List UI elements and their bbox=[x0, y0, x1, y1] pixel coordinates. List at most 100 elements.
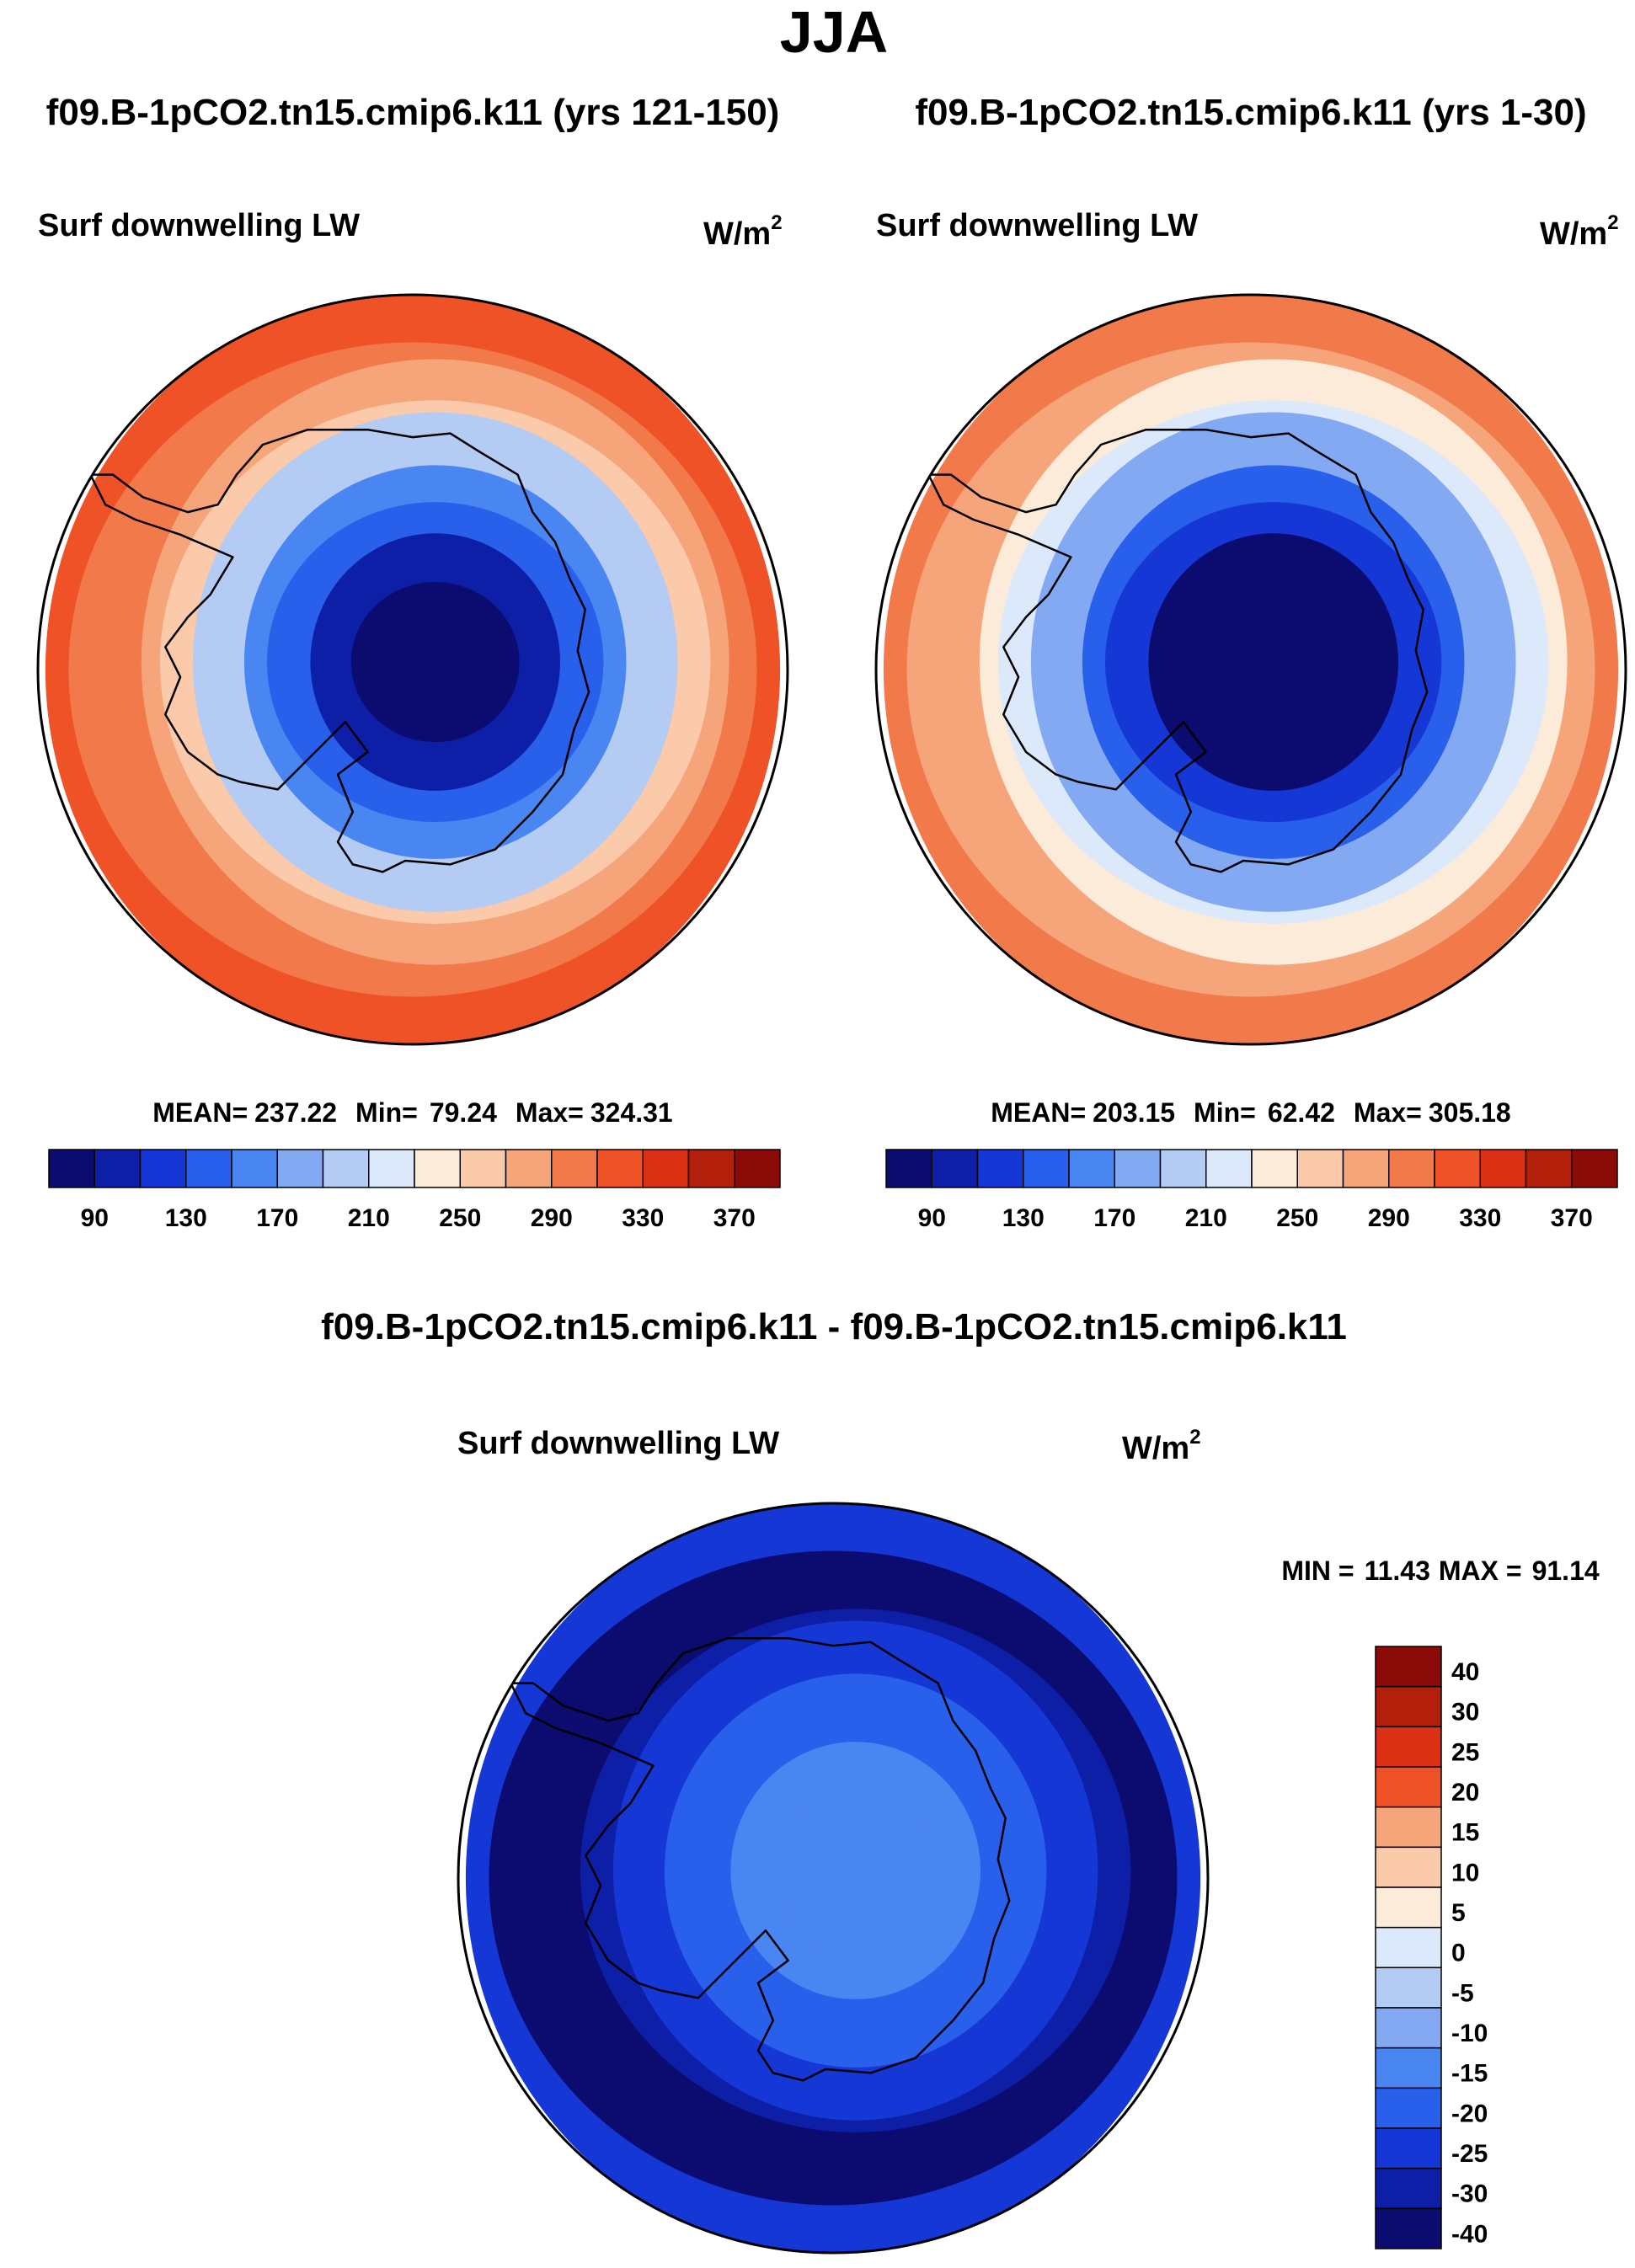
colorbar-swatch bbox=[1023, 1149, 1070, 1188]
colorbar-tick-label: 210 bbox=[1185, 1204, 1227, 1232]
colorbar-tick-label: 330 bbox=[1459, 1204, 1501, 1232]
colorbar-tick-label: 250 bbox=[1276, 1204, 1318, 1232]
panel-title: f09.B-1pCO2.tn15.cmip6.k11 (yrs 121-150) bbox=[46, 92, 780, 133]
colorbar-swatch bbox=[1375, 1726, 1442, 1768]
colorbar-tick-label: -40 bbox=[1451, 2220, 1488, 2248]
colorbar-tick-label: 170 bbox=[256, 1204, 298, 1232]
colorbar-swatch bbox=[48, 1149, 95, 1188]
variable-label: Surf downwelling LW bbox=[457, 1426, 779, 1461]
panel-yrs-121-150: f09.B-1pCO2.tn15.cmip6.k11 (yrs 121-150)… bbox=[36, 92, 789, 1232]
stats-line: MEAN= 203.15 Min= 62.42 Max= 305.18 bbox=[991, 1097, 1510, 1128]
colorbar-swatch bbox=[459, 1149, 507, 1188]
colorbar-tick-label: -10 bbox=[1451, 2020, 1488, 2047]
colorbar-swatch bbox=[231, 1149, 278, 1188]
colorbar-tick-label: 10 bbox=[1451, 1859, 1479, 1886]
colorbar-swatch bbox=[1375, 1926, 1442, 1969]
panel-yrs-1-30: f09.B-1pCO2.tn15.cmip6.k11 (yrs 1-30) Su… bbox=[874, 92, 1627, 1232]
colorbar-swatch bbox=[1068, 1149, 1115, 1188]
colorbar-tick-label: 290 bbox=[531, 1204, 573, 1232]
variable-label: Surf downwelling LW bbox=[876, 208, 1198, 243]
colorbar-tick-label: -20 bbox=[1451, 2100, 1488, 2127]
colorbar-swatch bbox=[1251, 1149, 1298, 1188]
colorbar-swatch bbox=[1375, 2127, 1442, 2169]
colorbar-tick-label: 25 bbox=[1451, 1738, 1479, 1766]
colorbar-swatch bbox=[1375, 1846, 1442, 1888]
polar-map bbox=[45, 295, 781, 1044]
units-label: W/m2 bbox=[1540, 211, 1619, 252]
colorbar-tick-label: 290 bbox=[1368, 1204, 1410, 1232]
variable-label: Surf downwelling LW bbox=[38, 208, 360, 243]
colorbar-swatch bbox=[1114, 1149, 1162, 1188]
colorbar-swatch bbox=[185, 1149, 232, 1188]
colorbar-swatch bbox=[551, 1149, 598, 1188]
season-title: JJA bbox=[780, 0, 888, 65]
colorbar-tick-label: 90 bbox=[918, 1204, 946, 1232]
colorbar-swatch bbox=[1375, 2207, 1442, 2249]
colorbar-tick-label: 90 bbox=[81, 1204, 109, 1232]
panel-title: f09.B-1pCO2.tn15.cmip6.k11 - f09.B-1pCO2… bbox=[321, 1306, 1347, 1347]
colorbar: 40 30 25 20 15 10 5 0 -5 -10 -15 -20 -25 -30 -40 bbox=[1375, 1646, 1488, 2249]
colorbar-tick-label: 130 bbox=[1002, 1204, 1045, 1232]
colorbar-swatch bbox=[1205, 1149, 1253, 1188]
contour-band bbox=[1189, 582, 1358, 743]
colorbar-tick-label: 15 bbox=[1451, 1819, 1479, 1847]
colorbar-swatch bbox=[596, 1149, 644, 1188]
colorbar-swatch bbox=[368, 1149, 415, 1188]
units-label: W/m2 bbox=[703, 211, 783, 252]
colorbar-tick-label: -30 bbox=[1451, 2180, 1488, 2208]
colorbar-swatch bbox=[1375, 1646, 1442, 1688]
colorbar-tick-label: 370 bbox=[713, 1204, 756, 1232]
map-boundary bbox=[874, 293, 1627, 1046]
colorbar-tick-label: 0 bbox=[1451, 1940, 1466, 1967]
colorbar-swatch bbox=[505, 1149, 553, 1188]
coastline bbox=[510, 1636, 1011, 2082]
colorbar-swatch bbox=[1375, 1766, 1442, 1808]
polar-map bbox=[465, 1503, 1201, 2253]
stats-line: MEAN= 237.22 Min= 79.24 Max= 324.31 bbox=[152, 1097, 672, 1128]
colorbar-swatch bbox=[1388, 1149, 1435, 1188]
panel-difference: f09.B-1pCO2.tn15.cmip6.k11 - f09.B-1pCO2… bbox=[321, 1306, 1600, 2255]
colorbar: 90 130 170 210 250 290 330 370 bbox=[885, 1149, 1618, 1232]
map-boundary bbox=[36, 293, 789, 1046]
colorbar-swatch bbox=[1571, 1149, 1618, 1188]
colorbar-tick-label: -5 bbox=[1451, 1979, 1474, 2007]
colorbar-tick-label: 30 bbox=[1451, 1699, 1479, 1726]
colorbar-tick-label: 250 bbox=[439, 1204, 481, 1232]
colorbar-tick-label: 5 bbox=[1451, 1899, 1466, 1927]
contour-band bbox=[350, 582, 520, 743]
colorbar-swatch bbox=[642, 1149, 690, 1188]
colorbar-swatch bbox=[1434, 1149, 1481, 1188]
colorbar-swatch bbox=[1296, 1149, 1344, 1188]
colorbar-swatch bbox=[1375, 2167, 1442, 2210]
colorbar-swatch bbox=[734, 1149, 781, 1188]
coastline bbox=[927, 428, 1429, 873]
colorbar-swatch bbox=[885, 1149, 932, 1188]
stats-line: MIN = 11.43 MAX = 91.14 bbox=[1281, 1556, 1600, 1586]
colorbar-tick-label: 330 bbox=[622, 1204, 664, 1232]
map-boundary bbox=[457, 1502, 1210, 2255]
colorbar-swatch bbox=[1479, 1149, 1527, 1188]
colorbar-swatch bbox=[1342, 1149, 1390, 1188]
colorbar-swatch bbox=[1525, 1149, 1573, 1188]
colorbar-swatch bbox=[1375, 1685, 1442, 1728]
colorbar-swatch bbox=[94, 1149, 142, 1188]
colorbar-swatch bbox=[1375, 2087, 1442, 2129]
colorbar-swatch bbox=[322, 1149, 370, 1188]
colorbar-swatch bbox=[276, 1149, 324, 1188]
colorbar-swatch bbox=[1159, 1149, 1207, 1188]
colorbar-tick-label: -25 bbox=[1451, 2140, 1488, 2168]
polar-map bbox=[883, 295, 1619, 1044]
colorbar-swatch bbox=[139, 1149, 187, 1188]
colorbar-tick-label: 170 bbox=[1093, 1204, 1135, 1232]
colorbar: 90 130 170 210 250 290 330 370 bbox=[48, 1149, 781, 1232]
colorbar-tick-label: -15 bbox=[1451, 2060, 1488, 2088]
colorbar-swatch bbox=[931, 1149, 979, 1188]
colorbar-tick-label: 130 bbox=[165, 1204, 207, 1232]
colorbar-swatch bbox=[1375, 1966, 1442, 2009]
colorbar-tick-label: 20 bbox=[1451, 1779, 1479, 1806]
colorbar-swatch bbox=[687, 1149, 735, 1188]
panel-title: f09.B-1pCO2.tn15.cmip6.k11 (yrs 1-30) bbox=[915, 92, 1586, 133]
contour-band bbox=[771, 1790, 940, 1951]
colorbar-tick-label: 210 bbox=[348, 1204, 390, 1232]
colorbar-tick-label: 370 bbox=[1551, 1204, 1593, 1232]
